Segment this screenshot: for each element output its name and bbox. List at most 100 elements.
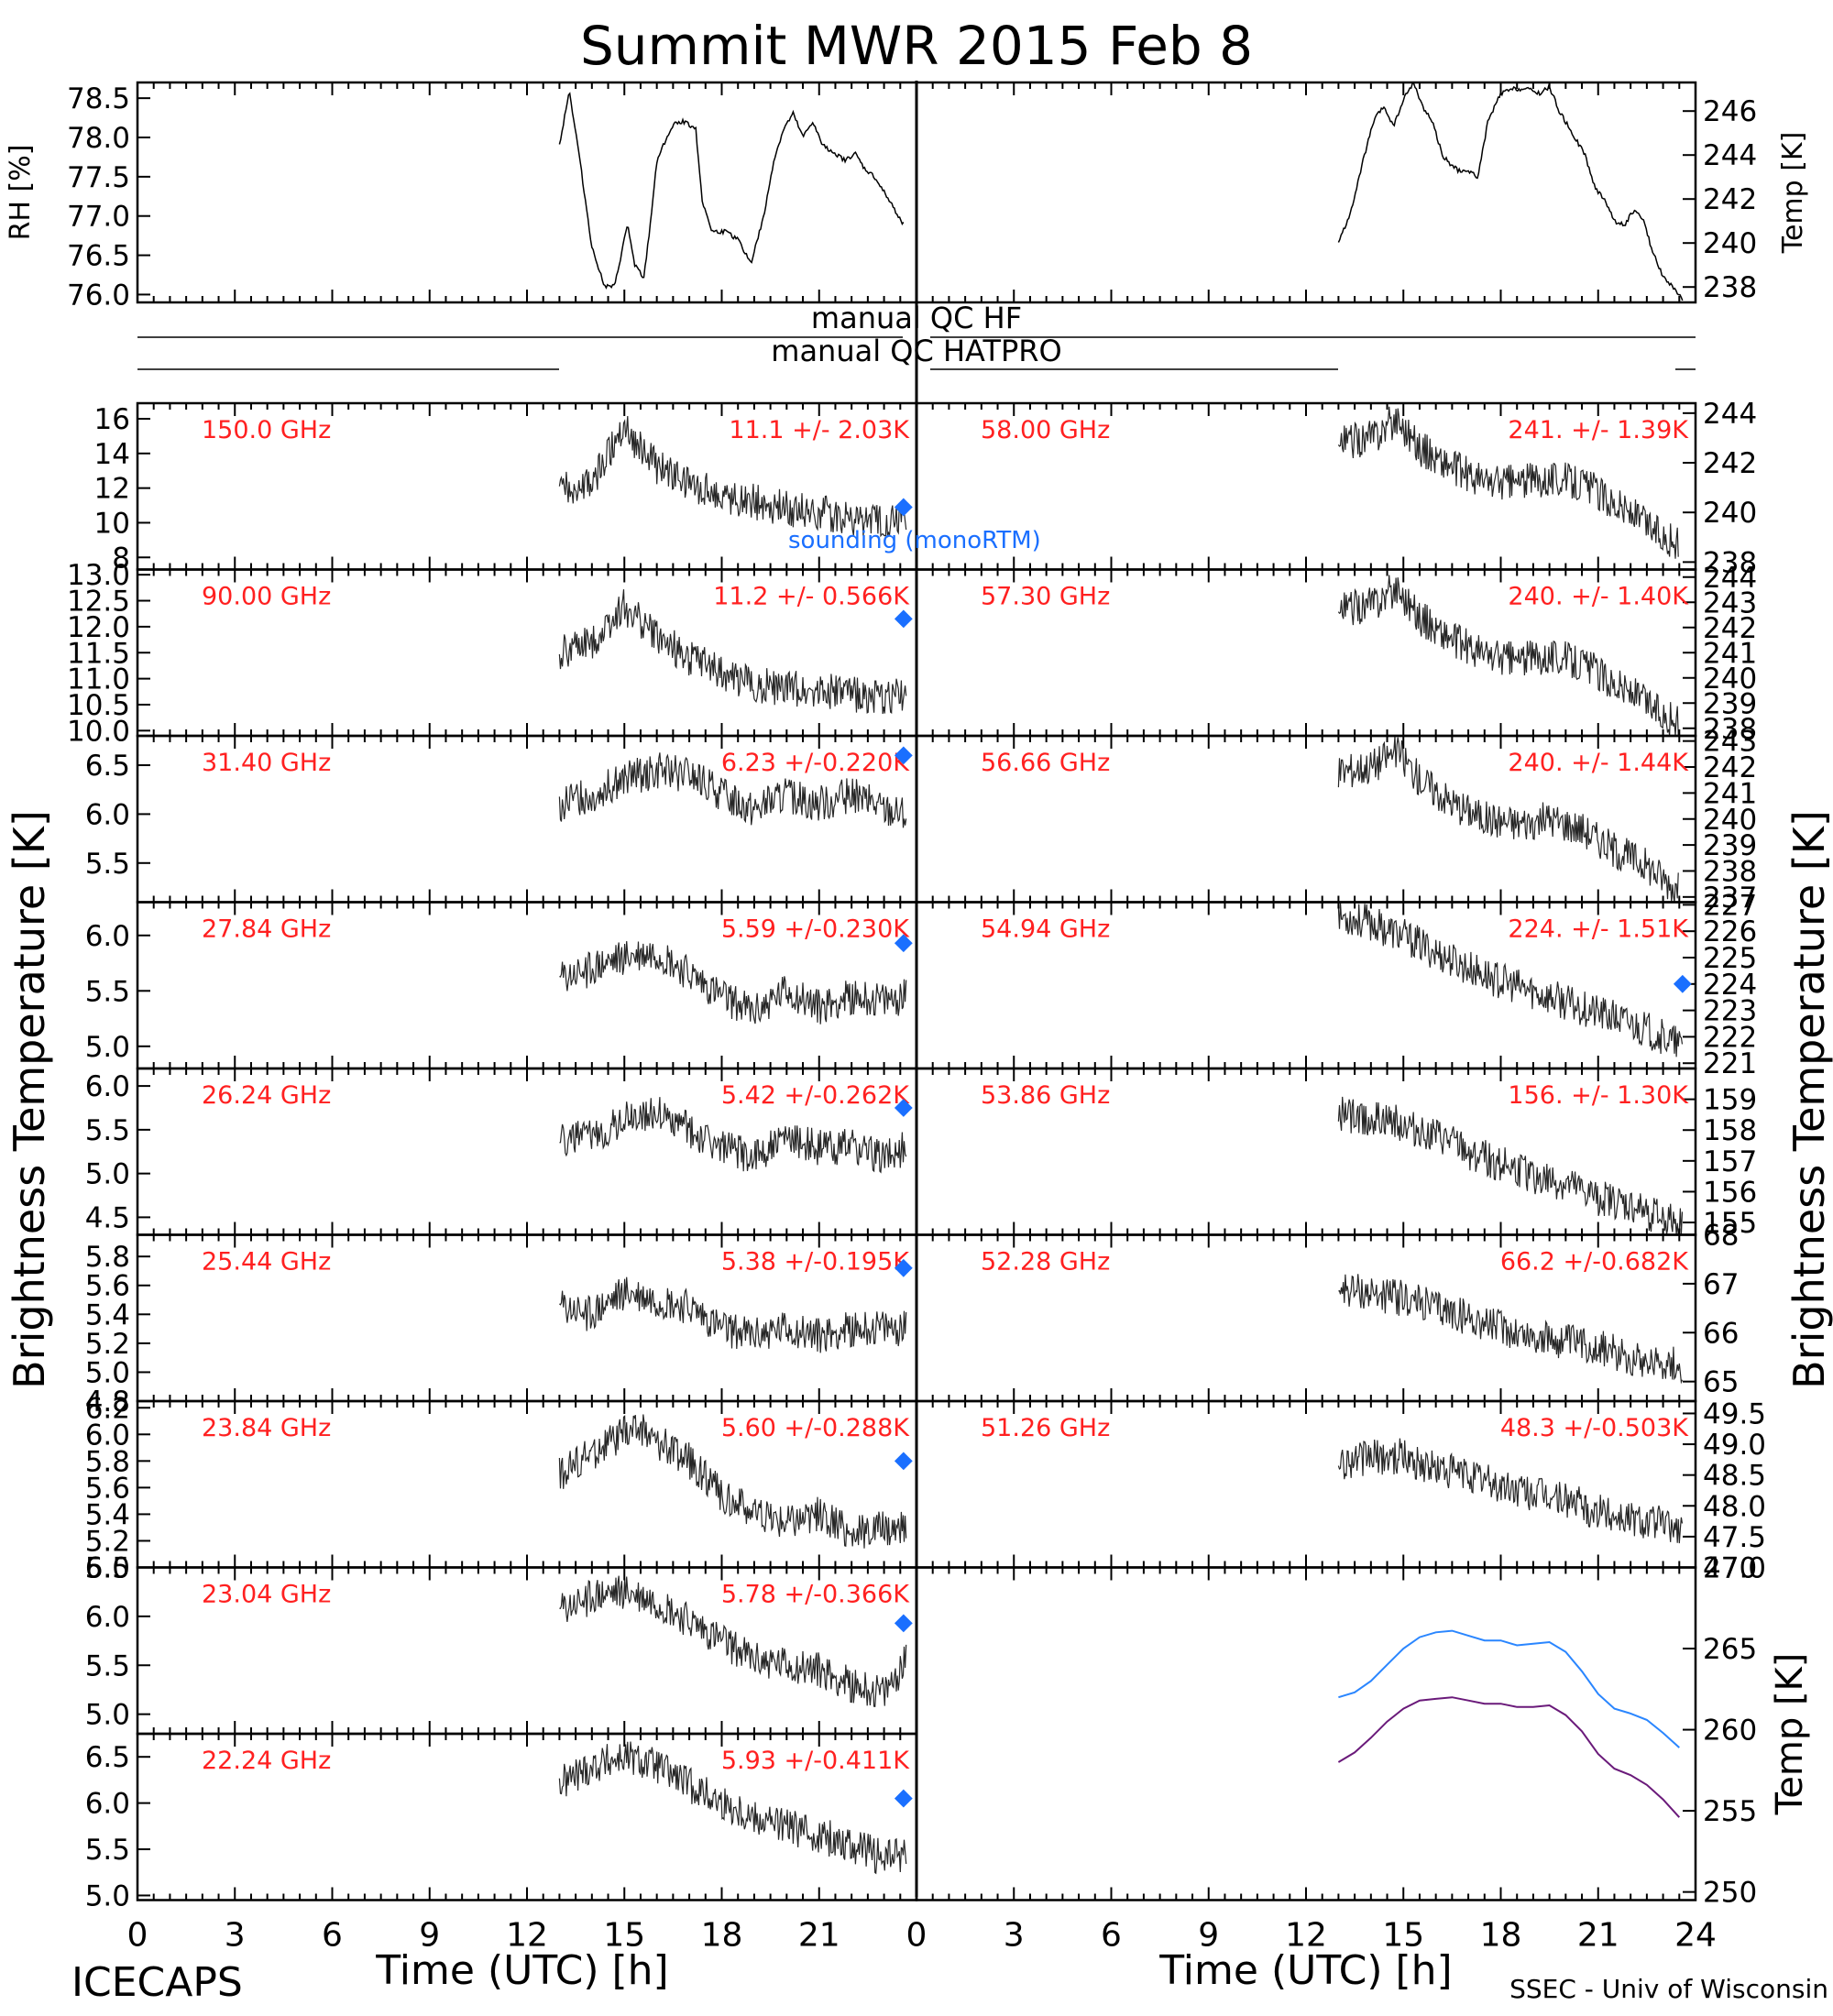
freq-label: 23.04 GHz bbox=[202, 1581, 331, 1609]
model-diamond bbox=[894, 746, 913, 765]
y-tick-label: 238 bbox=[1703, 546, 1757, 579]
series-trace bbox=[558, 1276, 907, 1353]
y-tick-label: 48.0 bbox=[1703, 1490, 1766, 1523]
series-trace bbox=[559, 941, 907, 1024]
model-diamond bbox=[894, 1614, 913, 1633]
y-tick-label: 5.8 bbox=[85, 1445, 130, 1478]
y-title-right: Brightness Temperature [K] bbox=[1784, 810, 1833, 1389]
y-tick-label: 242 bbox=[1703, 751, 1757, 784]
panel-rh: 76.0 76.5 77.0 77.5 78.0 78.5 bbox=[67, 81, 918, 312]
y-tick-label: 6.0 bbox=[85, 920, 130, 953]
y-tick-label: 238 bbox=[1703, 855, 1757, 888]
y-tick-label: 65 bbox=[1703, 1366, 1739, 1399]
y-tick-label: 224 bbox=[1703, 969, 1757, 1002]
model-diamond bbox=[894, 934, 913, 953]
y-tick-label: 223 bbox=[1703, 995, 1757, 1028]
y-tick-label: 5.4 bbox=[85, 1498, 130, 1531]
panel-frame bbox=[915, 81, 1697, 304]
y-tick-label: 5.2 bbox=[85, 1525, 130, 1558]
freq-label: 23.84 GHz bbox=[202, 1414, 331, 1442]
y-tick-label: 49.0 bbox=[1703, 1429, 1766, 1462]
panel-frame bbox=[136, 81, 918, 304]
y-tick-label: 159 bbox=[1703, 1084, 1757, 1117]
y-tick-label: 49.5 bbox=[1703, 1397, 1766, 1430]
stat-label: 6.23 +/-0.220K bbox=[721, 749, 910, 777]
y-tick-label: 6.2 bbox=[85, 1392, 130, 1425]
x-tick-label: 12 bbox=[1285, 1917, 1327, 1955]
x-label-right: Time (UTC) [h] bbox=[1158, 1947, 1452, 1994]
stat-label: 5.60 +/-0.288K bbox=[721, 1414, 910, 1442]
model-diamond bbox=[894, 1789, 913, 1808]
y-tick-label: 4.8 bbox=[85, 1386, 130, 1419]
y-tick-label: 270 bbox=[1703, 1552, 1757, 1585]
y-tick-label: 12.5 bbox=[67, 586, 130, 619]
y-tick-label: 255 bbox=[1703, 1795, 1757, 1828]
series-trace bbox=[558, 1414, 907, 1549]
series-trace bbox=[559, 1097, 907, 1174]
y-tick-label: 76.0 bbox=[67, 279, 130, 312]
y-tick-label: 8 bbox=[112, 542, 130, 575]
y-tick-label: 222 bbox=[1703, 1021, 1757, 1054]
stat-label: 241. +/- 1.39K bbox=[1508, 416, 1689, 444]
freq-label: 58.00 GHz bbox=[981, 416, 1110, 444]
y-tick-label: 77.0 bbox=[67, 201, 130, 234]
series-trace bbox=[1337, 575, 1679, 737]
y-tick-label: 78.0 bbox=[67, 122, 130, 155]
panel-f5228: 65 66 67 68 52.28 GHz 66.2 +/-0.682K bbox=[915, 1220, 1739, 1403]
panel-blackbody: 250 255 260 265 270 bbox=[915, 1552, 1757, 1910]
panel-f2784: 5.0 5.5 6.0 27.84 GHz 5.59 +/-0.230K bbox=[85, 901, 918, 1070]
y-tick-label: 12.0 bbox=[67, 611, 130, 644]
x-tick-label: 18 bbox=[701, 1917, 743, 1955]
freq-label: 51.26 GHz bbox=[981, 1414, 1110, 1442]
y-tick-label: 241 bbox=[1703, 637, 1757, 670]
freq-label: 25.44 GHz bbox=[202, 1248, 331, 1276]
y-tick-label: 6.0 bbox=[85, 1601, 130, 1634]
series-trace bbox=[1337, 1438, 1684, 1544]
y-tick-label: 5.5 bbox=[85, 1649, 130, 1682]
y-tick-label: 238 bbox=[1703, 713, 1757, 746]
series-line bbox=[1338, 1629, 1680, 1748]
stat-label: 156. +/- 1.30K bbox=[1508, 1081, 1689, 1110]
freq-label: 52.28 GHz bbox=[981, 1248, 1110, 1276]
y-tick-label: 226 bbox=[1703, 915, 1757, 948]
stat-label: 5.93 +/-0.411K bbox=[721, 1747, 910, 1775]
y-tick-label: 6.0 bbox=[85, 1788, 130, 1821]
y-tick-label: 243 bbox=[1703, 586, 1757, 619]
y-tick-label: 250 bbox=[1703, 1877, 1757, 1910]
x-tick-label: 3 bbox=[225, 1917, 246, 1955]
panel-f2384: 5.05.25.45.65.86.06.2 23.84 GHz 5.60 +/-0.… bbox=[85, 1392, 918, 1585]
x-tick-label: 9 bbox=[1198, 1917, 1219, 1955]
series-trace bbox=[1338, 1274, 1684, 1385]
series-line bbox=[558, 92, 905, 290]
model-diamond bbox=[894, 498, 913, 517]
freq-label: 54.94 GHz bbox=[981, 915, 1110, 944]
footer-right: SSEC - Univ of Wisconsin bbox=[1509, 1974, 1828, 2004]
y-tick-label: 6.0 bbox=[85, 798, 130, 831]
y-tick-label: 78.5 bbox=[67, 82, 130, 115]
footer-left: ICECAPS bbox=[71, 1959, 243, 2006]
y-tick-label: 5.5 bbox=[85, 1834, 130, 1867]
series-trace bbox=[558, 752, 907, 828]
y-tick-label: 6.0 bbox=[85, 1419, 130, 1452]
y-tick-label: 158 bbox=[1703, 1114, 1757, 1147]
y-tick-label: 12 bbox=[94, 473, 130, 506]
series-trace bbox=[1337, 735, 1679, 903]
x-tick-label: 15 bbox=[603, 1917, 645, 1955]
stat-label: 48.3 +/-0.503K bbox=[1500, 1414, 1689, 1442]
y-tick-label: 242 bbox=[1703, 612, 1757, 645]
x-tick-label: 21 bbox=[1577, 1917, 1619, 1955]
y-tick-label: 5.5 bbox=[85, 975, 130, 1008]
model-diamond bbox=[1673, 974, 1692, 993]
series-trace bbox=[1337, 406, 1679, 559]
stat-label: 240. +/- 1.40K bbox=[1508, 583, 1689, 611]
y-tick-label: 76.5 bbox=[67, 240, 130, 273]
panel-f2304: 5.0 5.5 6.0 6.5 23.04 GHz 5.78 +/-0.366K bbox=[85, 1552, 918, 1736]
stat-label: 5.59 +/-0.230K bbox=[721, 915, 910, 944]
x-tick-label: 6 bbox=[1101, 1917, 1122, 1955]
y-tick-label: 246 bbox=[1703, 95, 1757, 128]
series-trace bbox=[559, 1575, 907, 1708]
y-tick-label: 5.5 bbox=[85, 1114, 130, 1147]
